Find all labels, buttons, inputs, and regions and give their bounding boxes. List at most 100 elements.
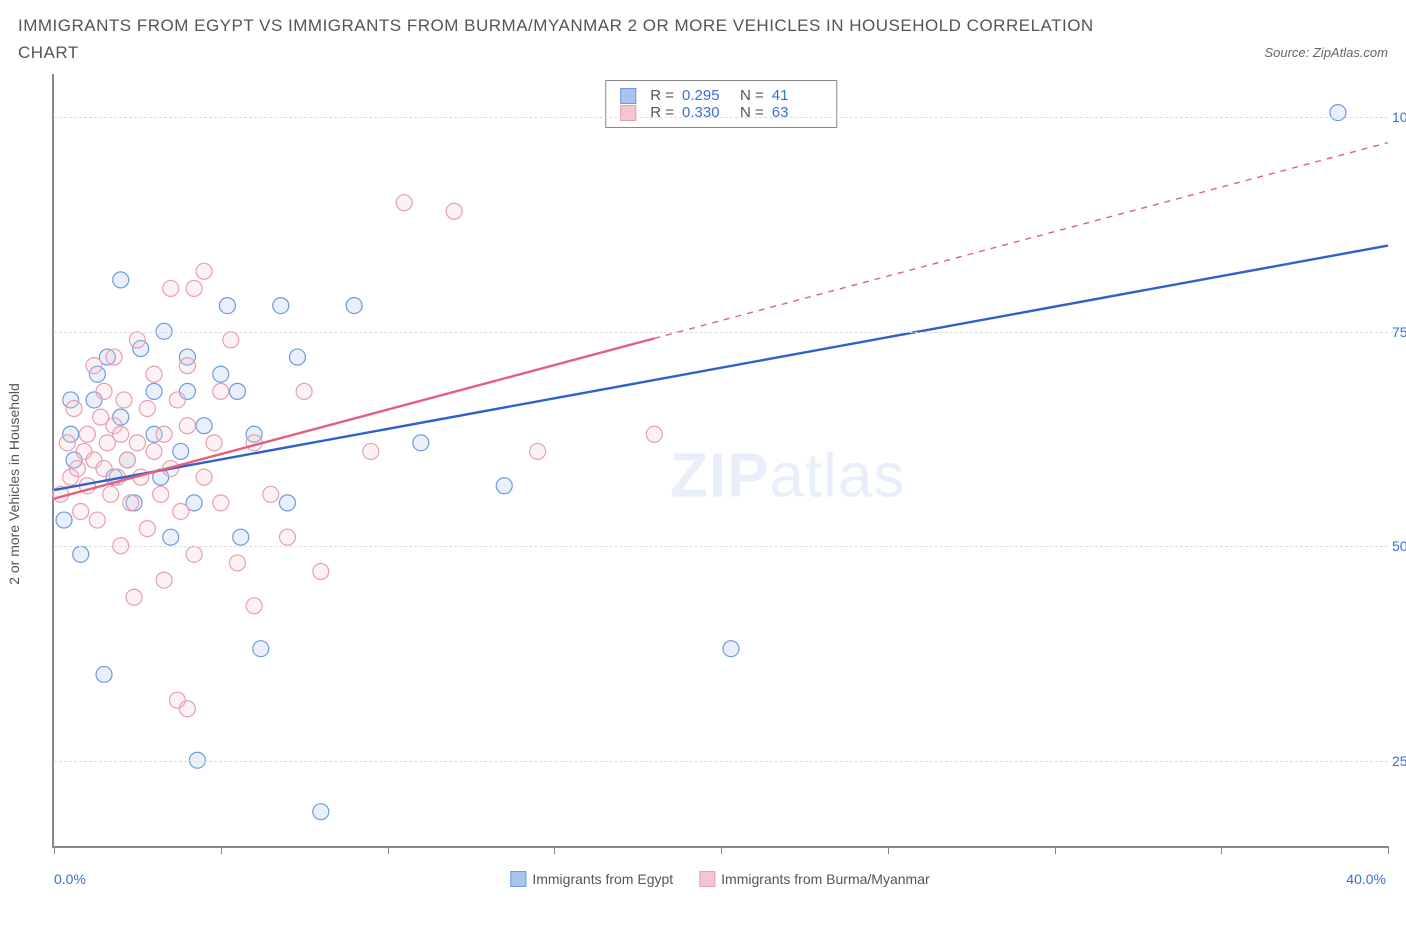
scatter-point-burma xyxy=(96,384,112,400)
stats-legend-box: R =0.295N =41R =0.330N =63 xyxy=(605,80,837,128)
trend-line-burma-solid xyxy=(54,339,654,499)
scatter-point-burma xyxy=(139,401,155,417)
scatter-point-burma xyxy=(69,461,85,477)
scatter-point-burma xyxy=(196,264,212,280)
gridline xyxy=(54,761,1388,762)
scatter-point-egypt xyxy=(496,478,512,494)
x-axis-max-label: 40.0% xyxy=(1346,871,1386,887)
scatter-point-burma xyxy=(186,281,202,297)
legend-n-label: N = xyxy=(740,104,764,121)
scatter-point-burma xyxy=(89,512,105,528)
scatter-point-egypt xyxy=(273,298,289,314)
scatter-point-burma xyxy=(129,332,145,348)
scatter-point-burma xyxy=(106,349,122,365)
legend-swatch xyxy=(510,871,526,887)
gridline xyxy=(54,546,1388,547)
scatter-point-burma xyxy=(146,444,162,460)
scatter-point-burma xyxy=(79,427,95,443)
chart-svg xyxy=(54,74,1388,846)
legend-swatch xyxy=(699,871,715,887)
legend-n-value: 63 xyxy=(772,104,822,121)
scatter-point-egypt xyxy=(173,444,189,460)
scatter-point-burma xyxy=(66,401,82,417)
scatter-point-egypt xyxy=(146,384,162,400)
scatter-point-burma xyxy=(223,332,239,348)
scatter-point-burma xyxy=(363,444,379,460)
scatter-point-burma xyxy=(213,495,229,511)
x-tick-mark xyxy=(1388,846,1389,854)
scatter-point-burma xyxy=(156,427,172,443)
scatter-point-egypt xyxy=(229,384,245,400)
legend-r-value: 0.295 xyxy=(682,87,732,104)
scatter-point-burma xyxy=(229,555,245,571)
legend-swatch xyxy=(620,88,636,104)
scatter-point-burma xyxy=(279,530,295,546)
source-prefix: Source: xyxy=(1264,45,1312,60)
scatter-point-burma xyxy=(196,470,212,486)
x-tick-mark xyxy=(1055,846,1056,854)
scatter-point-burma xyxy=(313,564,329,580)
scatter-point-burma xyxy=(263,487,279,503)
legend-swatch xyxy=(620,105,636,121)
scatter-point-egypt xyxy=(253,641,269,657)
series-legend-item: Immigrants from Egypt xyxy=(510,871,673,887)
scatter-point-burma xyxy=(103,487,119,503)
scatter-point-burma xyxy=(126,590,142,606)
scatter-point-burma xyxy=(213,384,229,400)
source-attribution: Source: ZipAtlas.com xyxy=(1264,45,1388,66)
scatter-point-burma xyxy=(113,427,129,443)
series-legend-item: Immigrants from Burma/Myanmar xyxy=(699,871,929,887)
scatter-point-burma xyxy=(186,547,202,563)
trend-line-burma-dashed xyxy=(654,143,1388,339)
scatter-point-burma xyxy=(179,701,195,717)
scatter-point-egypt xyxy=(279,495,295,511)
y-tick-label: 100.0% xyxy=(1392,109,1406,125)
scatter-point-burma xyxy=(296,384,312,400)
scatter-point-egypt xyxy=(233,530,249,546)
series-legend-label: Immigrants from Burma/Myanmar xyxy=(721,871,929,887)
scatter-point-egypt xyxy=(219,298,235,314)
scatter-point-burma xyxy=(123,495,139,511)
scatter-point-burma xyxy=(163,281,179,297)
series-legend: Immigrants from Egypt Immigrants from Bur… xyxy=(510,871,929,887)
scatter-point-egypt xyxy=(413,435,429,451)
x-tick-mark xyxy=(721,846,722,854)
scatter-point-burma xyxy=(173,504,189,520)
legend-n-value: 41 xyxy=(772,87,822,104)
scatter-point-egypt xyxy=(163,530,179,546)
scatter-point-egypt xyxy=(56,512,72,528)
legend-r-label: R = xyxy=(650,104,674,121)
scatter-point-egypt xyxy=(1330,105,1346,121)
scatter-point-burma xyxy=(139,521,155,537)
scatter-point-egypt xyxy=(96,667,112,683)
scatter-point-egypt xyxy=(289,349,305,365)
x-tick-mark xyxy=(1221,846,1222,854)
scatter-point-burma xyxy=(86,358,102,374)
y-tick-label: 50.0% xyxy=(1392,538,1406,554)
scatter-point-burma xyxy=(73,504,89,520)
scatter-point-burma xyxy=(246,598,262,614)
scatter-point-egypt xyxy=(313,804,329,820)
scatter-point-burma xyxy=(206,435,222,451)
scatter-point-burma xyxy=(146,367,162,383)
scatter-point-burma xyxy=(446,204,462,220)
trend-line-egypt xyxy=(54,246,1388,490)
scatter-point-egypt xyxy=(723,641,739,657)
gridline xyxy=(54,117,1388,118)
scatter-point-burma xyxy=(156,572,172,588)
gridline xyxy=(54,332,1388,333)
stats-legend-row: R = 0.295 N = 41 xyxy=(620,87,822,104)
chart-container: 2 or more Vehicles in Household ZIPatlas… xyxy=(18,74,1388,894)
legend-r-label: R = xyxy=(650,87,674,104)
legend-n-label: N = xyxy=(740,87,764,104)
series-legend-label: Immigrants from Egypt xyxy=(532,871,673,887)
x-tick-mark xyxy=(554,846,555,854)
scatter-point-burma xyxy=(119,452,135,468)
scatter-point-burma xyxy=(179,358,195,374)
scatter-point-egypt xyxy=(346,298,362,314)
scatter-point-burma xyxy=(129,435,145,451)
scatter-point-burma xyxy=(179,418,195,434)
x-tick-mark xyxy=(888,846,889,854)
scatter-point-egypt xyxy=(73,547,89,563)
y-tick-label: 25.0% xyxy=(1392,753,1406,769)
